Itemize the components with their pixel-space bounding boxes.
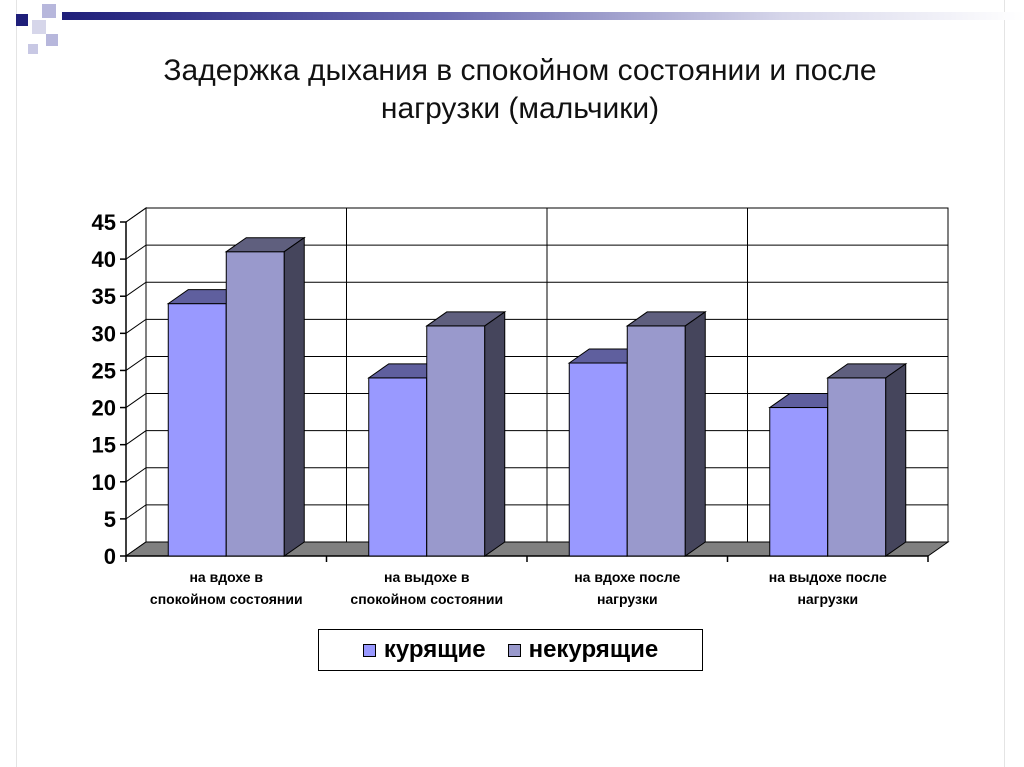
gridline-7 [125,281,948,297]
slide-title-line1: Задержка дыхания в спокойном состоянии и… [163,54,877,87]
x-category-label-0-line2: спокойном состоянии [150,591,303,607]
gridline-9 [125,207,948,223]
legend-swatch-smokers [362,643,376,657]
bar-side-1-1 [484,310,506,557]
bar-3-1 [826,362,908,557]
deco-square-4 [46,34,58,46]
bar-1-1 [425,310,507,557]
y-tick-label-7: 35 [92,284,116,309]
deco-square-5 [28,44,38,54]
deco-square-3 [32,20,46,34]
y-tick-label-4: 20 [92,396,116,421]
bar-2-1 [625,310,707,557]
legend-label-smokers: курящие [383,636,486,663]
slide-border-right [1004,0,1005,767]
deco-square-2 [42,4,56,18]
bar-front-3-1 [827,377,887,557]
bar-front-0-0 [167,303,227,557]
slide-title-line2: нагрузки (мальчики) [380,92,660,125]
legend-label-nonsmokers: некурящие [528,636,659,663]
y-tick-label-6: 30 [92,321,116,346]
legend-item-nonsmokers: некурящие [507,636,659,664]
legend-item-smokers: курящие [362,636,486,664]
y-tick-label-3: 15 [92,433,116,458]
x-category-label-1-line2: спокойном состоянии [350,591,503,607]
y-tick-label-1: 5 [104,507,116,532]
y-tick-label-5: 25 [92,358,116,383]
chart-side-wall [125,207,147,557]
x-category-label-2-line1: на вдохе после [574,569,680,585]
x-category-label-3-line2: нагрузки [797,591,858,607]
chart-legend: курящие некурящие [318,629,703,671]
header-gradient-bar [62,12,1024,20]
bar-front-2-0 [568,362,628,557]
legend-swatch-nonsmokers [507,643,521,657]
bar-side-2-1 [684,310,706,557]
bar-front-1-0 [368,377,428,557]
bar-0-1 [224,236,306,557]
y-tick-label-2: 10 [92,470,116,495]
y-tick-label-0: 0 [104,544,116,569]
deco-square-1 [16,14,28,26]
y-tick-label-8: 40 [92,247,116,272]
slide-border-left [16,0,17,767]
bar-side-0-1 [283,236,305,557]
x-category-label-0-line1: на вдохе в [189,569,263,585]
x-category-label-3-line1: на выдохе после [769,569,887,585]
x-category-label-1-line1: на выдохе в [384,569,470,585]
gridline-8 [125,244,948,260]
bar-front-2-1 [626,325,686,557]
slide-title: Задержка дыхания в спокойном состоянии и… [60,52,980,128]
bar-front-1-1 [426,325,486,557]
bar-front-3-0 [769,407,829,557]
bar-front-0-1 [225,251,285,557]
y-tick-label-9: 45 [92,210,116,235]
x-category-label-2-line2: нагрузки [597,591,658,607]
bar-side-3-1 [885,362,907,557]
